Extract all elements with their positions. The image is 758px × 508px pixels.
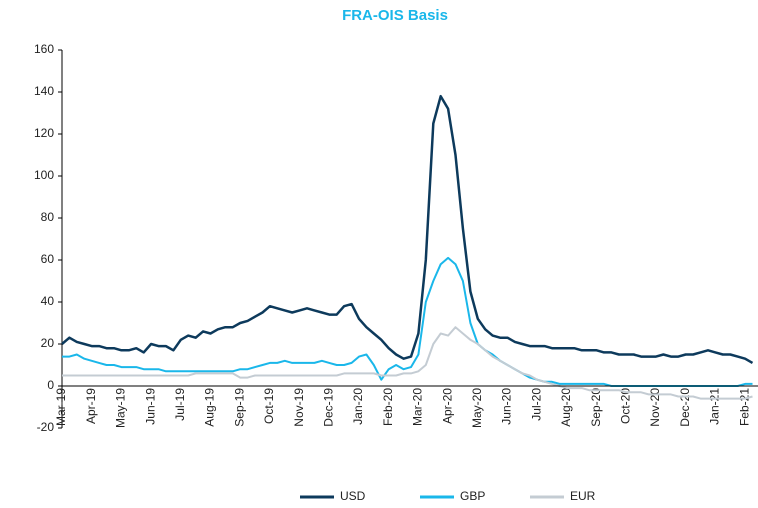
x-tick-label: Nov-19 — [292, 388, 306, 427]
x-tick-label: Dec-19 — [321, 388, 335, 427]
x-tick-label: Jul-19 — [173, 388, 187, 421]
x-tick-label: Mar-19 — [54, 388, 68, 426]
x-tick-label: Dec-20 — [678, 388, 692, 427]
y-tick-label: 80 — [41, 210, 55, 224]
y-tick-label: -20 — [37, 420, 55, 434]
x-tick-label: Feb-20 — [381, 388, 395, 426]
x-tick-label: Oct-20 — [618, 388, 632, 424]
x-tick-label: Aug-19 — [203, 388, 217, 427]
y-tick-label: 140 — [34, 84, 54, 98]
y-tick-label: 20 — [41, 336, 55, 350]
x-tick-label: May-20 — [470, 388, 484, 428]
x-tick-label: Apr-20 — [440, 388, 454, 424]
x-tick-label: Apr-19 — [84, 388, 98, 424]
x-tick-label: Aug-20 — [559, 388, 573, 427]
y-tick-label: 120 — [34, 126, 54, 140]
x-tick-label: Feb-21 — [737, 388, 751, 426]
x-tick-label: Sep-20 — [589, 388, 603, 427]
x-tick-label: Jan-21 — [708, 388, 722, 425]
chart-title: FRA-OIS Basis — [342, 7, 448, 24]
y-tick-label: 100 — [34, 168, 54, 182]
y-tick-label: 160 — [34, 42, 54, 56]
y-tick-label: 60 — [41, 252, 55, 266]
x-tick-label: Sep-19 — [232, 388, 246, 427]
x-tick-label: Jan-20 — [351, 388, 365, 425]
legend-label: GBP — [460, 489, 485, 503]
x-tick-label: Oct-19 — [262, 388, 276, 424]
x-tick-label: Jun-19 — [143, 388, 157, 425]
x-tick-label: May-19 — [114, 388, 128, 428]
series-line — [61, 94, 754, 364]
legend-label: USD — [340, 489, 366, 503]
y-tick-label: 0 — [47, 378, 54, 392]
x-tick-label: Mar-20 — [411, 388, 425, 426]
x-tick-label: Jul-20 — [529, 388, 543, 421]
y-tick-label: 40 — [41, 294, 55, 308]
x-tick-label: Nov-20 — [648, 388, 662, 427]
series-line — [62, 256, 753, 387]
series-line — [62, 326, 753, 400]
legend-label: EUR — [570, 489, 596, 503]
x-tick-label: Jun-20 — [500, 388, 514, 425]
